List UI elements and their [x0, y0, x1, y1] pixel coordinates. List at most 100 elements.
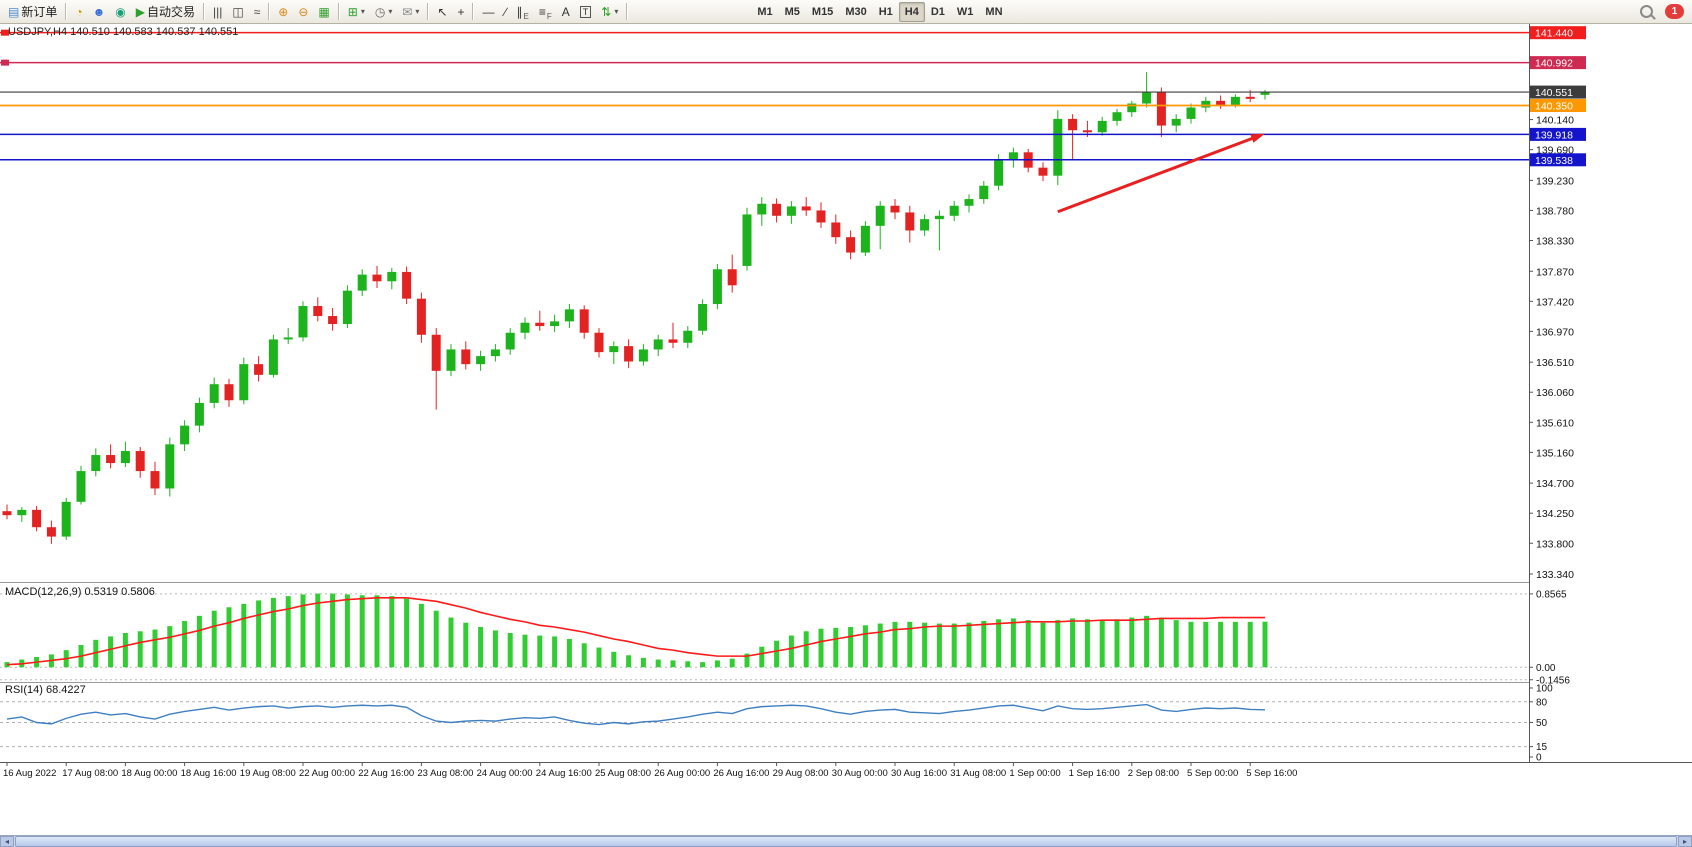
price-axis-label: 135.610 — [1536, 417, 1574, 429]
macd-histogram-bar — [655, 659, 661, 668]
horizontal-line-tool[interactable]: — — [477, 2, 499, 22]
chart-canvas[interactable]: 141.440 140.992 140.551 140.350 140.140 139.9… — [0, 24, 1692, 835]
mql5-button-icon: ◔ — [75, 4, 83, 19]
time-axis-label: 22 Aug 00:00 — [299, 768, 355, 779]
macd-histogram-bar — [1040, 622, 1046, 668]
candle-body — [949, 205, 959, 216]
macd-histogram-bar — [463, 622, 469, 668]
candle-body — [934, 215, 944, 220]
candle — [905, 205, 915, 243]
fibonacci-tool[interactable]: ≡ F — [534, 2, 557, 22]
macd-histogram-bar — [152, 629, 158, 668]
candle — [1201, 96, 1211, 113]
arrows-tool[interactable]: ⇅ ▾ — [596, 2, 623, 22]
community-button-icon: ◉ — [115, 4, 126, 19]
candle-body — [905, 212, 915, 231]
macd-histogram-bar — [1158, 617, 1164, 668]
candle-body — [624, 346, 634, 362]
price-axis-label: 133.340 — [1536, 569, 1574, 581]
price-axis-label: 139.230 — [1536, 175, 1574, 187]
scroll-right-button[interactable]: ▸ — [1678, 836, 1692, 847]
macd-histogram-bar — [522, 634, 528, 668]
trend-arrow-line[interactable] — [1057, 135, 1257, 214]
candle — [609, 341, 619, 365]
candle — [239, 357, 249, 405]
time-axis-label: 29 Aug 08:00 — [773, 768, 829, 779]
tile-windows-button[interactable]: ▦ — [313, 2, 334, 22]
crosshair-button[interactable]: + — [452, 2, 469, 22]
candle — [387, 267, 397, 290]
new-order-button[interactable]: ▤ 新订单 — [3, 2, 62, 22]
templates-button[interactable]: ✉ ▾ — [397, 2, 424, 22]
cursor-button[interactable]: ↖ — [432, 2, 452, 22]
scroll-left-button[interactable]: ◂ — [0, 836, 14, 847]
timeframe-d1[interactable]: D1 — [925, 2, 951, 22]
candle-body — [698, 304, 708, 331]
macd-label: MACD(12,26,9) 0.5319 0.5806 — [5, 586, 155, 598]
profile-button-icon: ☻ — [92, 4, 106, 19]
candle — [357, 269, 367, 296]
mql5-button[interactable]: ◔ — [70, 2, 87, 22]
candle — [757, 197, 767, 226]
time-axis-label: 18 Aug 16:00 — [181, 768, 237, 779]
trendline-tool-icon: ∕ — [504, 4, 507, 19]
candle — [1053, 110, 1063, 186]
timeframe-w1[interactable]: W1 — [951, 2, 980, 22]
candle — [165, 437, 175, 497]
candle — [1260, 89, 1270, 100]
notification-badge[interactable]: 1 — [1665, 4, 1684, 19]
toolbar-right-group: 1 — [1635, 2, 1689, 22]
candle — [1038, 162, 1048, 182]
trendline-tool[interactable]: ∕ — [499, 2, 511, 22]
macd-histogram-bar — [1247, 621, 1253, 668]
macd-histogram-bar — [167, 626, 173, 668]
timeframe-m15[interactable]: M15 — [806, 2, 839, 22]
timeframe-m30[interactable]: M30 — [839, 2, 872, 22]
timeframe-m1[interactable]: M1 — [751, 2, 778, 22]
autotrading-button[interactable]: ▶ 自动交易 — [131, 2, 200, 22]
timeframe-h4[interactable]: H4 — [898, 1, 925, 22]
candle-body — [579, 309, 589, 333]
macd-histogram-bar — [270, 597, 276, 668]
candle — [402, 266, 412, 305]
community-button[interactable]: ◉ — [110, 2, 130, 22]
text-tool[interactable]: A — [557, 2, 575, 22]
toolbar-separator — [65, 3, 68, 20]
line-chart-button[interactable]: ≈ — [249, 2, 266, 22]
zoom-in-button[interactable]: ⊕ — [273, 2, 293, 22]
templates-button-icon: ✉ — [402, 4, 413, 19]
time-axis-label: 31 Aug 08:00 — [950, 768, 1006, 779]
zoom-out-button[interactable]: ⊖ — [293, 2, 313, 22]
candle — [1068, 114, 1078, 159]
rsi-line — [6, 703, 1266, 726]
macd-histogram-bar — [137, 631, 143, 668]
toolbar-separator — [626, 3, 629, 20]
candle-body — [668, 339, 678, 343]
price-tag — [1530, 153, 1586, 167]
profile-button[interactable]: ☻ — [88, 2, 111, 22]
horizontal-scrollbar[interactable]: ◂ ▸ — [0, 835, 1692, 847]
bar-chart-button[interactable]: ||| — [208, 2, 227, 22]
macd-histogram-bar — [182, 620, 188, 668]
timeframe-m5[interactable]: M5 — [779, 2, 806, 22]
timeframe-mn[interactable]: MN — [979, 2, 1008, 22]
scrollbar-thumb[interactable] — [15, 836, 1677, 847]
candle-body — [17, 509, 27, 516]
macd-histogram-bar — [951, 623, 957, 668]
candle — [786, 201, 796, 224]
indicators-button[interactable]: ⊞ ▾ — [343, 2, 370, 22]
candle-body — [76, 471, 86, 502]
timeframe-h1[interactable]: H1 — [873, 2, 899, 22]
channel-tool[interactable]: ∥ E — [512, 2, 534, 22]
candle-body — [1171, 118, 1181, 126]
time-axis-label: 30 Aug 00:00 — [832, 768, 888, 779]
label-tool[interactable]: T — [575, 2, 597, 22]
periods-button[interactable]: ◷ ▾ — [370, 2, 398, 22]
candle — [224, 378, 234, 407]
macd-histogram-bar — [418, 603, 424, 668]
macd-histogram-bar — [1188, 621, 1194, 668]
candlestick-chart-button[interactable]: ◫ — [227, 2, 248, 22]
candle-body — [342, 290, 352, 325]
zoom-in-button-icon: ⊕ — [278, 4, 289, 19]
symbol-search-button[interactable] — [1635, 2, 1658, 22]
